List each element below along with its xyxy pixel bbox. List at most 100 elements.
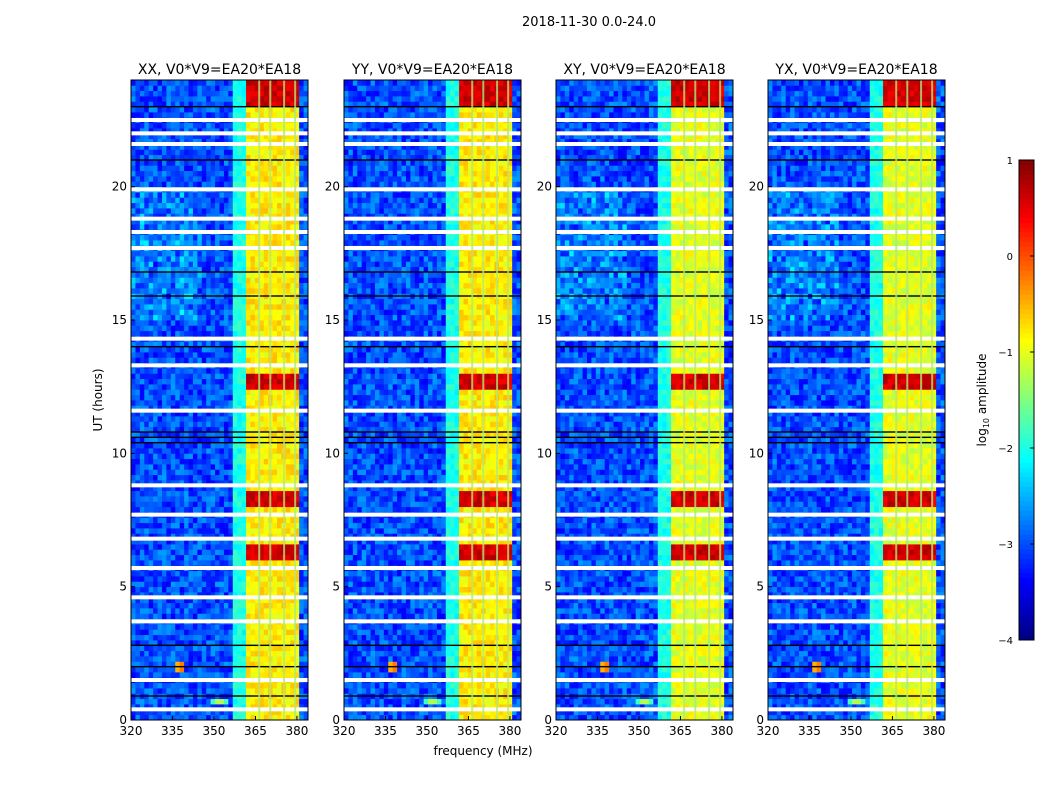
- heatmap-cell: [144, 96, 150, 102]
- heatmap-cell: [277, 426, 282, 433]
- heatmap-cell: [210, 517, 216, 524]
- heatmap-cell: [192, 704, 198, 710]
- heatmap-cell: [263, 394, 269, 401]
- heatmap-cell: [201, 368, 207, 374]
- heatmap-cell: [210, 576, 216, 582]
- heatmap-cell: [241, 533, 247, 540]
- heatmap-cell: [201, 309, 207, 316]
- heatmap-cell: [215, 490, 220, 497]
- flagged-row: [131, 566, 308, 570]
- heatmap-cell: [170, 341, 176, 348]
- heatmap-cell: [131, 128, 136, 134]
- heatmap-cell: [161, 624, 167, 630]
- heatmap-cell: [285, 709, 291, 716]
- heatmap-cell: [254, 522, 260, 529]
- heatmap-cell: [179, 320, 185, 326]
- heatmap-cell: [139, 661, 145, 668]
- heatmap-cell: [179, 522, 185, 529]
- heatmap-cell: [197, 373, 203, 380]
- heatmap-cell: [285, 629, 291, 636]
- heatmap-cell: [428, 714, 433, 721]
- heatmap-cell: [170, 373, 176, 380]
- heatmap-cell: [285, 474, 291, 481]
- heatmap-cell: [144, 661, 150, 668]
- heatmap-cell: [219, 544, 225, 550]
- heatmap-cell: [285, 549, 291, 556]
- heatmap-cell: [241, 106, 247, 113]
- heatmap-cell: [299, 554, 304, 561]
- heatmap-cell: [157, 112, 163, 118]
- heatmap-cell: [148, 661, 154, 668]
- heatmap-cell: [161, 309, 167, 316]
- heatmap-cell: [170, 613, 176, 620]
- heatmap-cell: [232, 592, 238, 598]
- heatmap-cell: [197, 106, 203, 113]
- heatmap-cell: [131, 480, 136, 486]
- heatmap-cell: [241, 288, 247, 294]
- heatmap-cell: [192, 528, 198, 534]
- heatmap-cell: [219, 202, 225, 209]
- heatmap-cell: [232, 373, 238, 380]
- heatmap-cell: [139, 154, 145, 161]
- heatmap-cell: [232, 330, 238, 337]
- heatmap-cell: [232, 400, 238, 406]
- heatmap-cell: [250, 80, 256, 86]
- heatmap-cell: [263, 485, 269, 492]
- heatmap-cell: [294, 352, 300, 358]
- heatmap-cell: [285, 469, 291, 476]
- heatmap-cell: [246, 640, 251, 646]
- heatmap-cell: [241, 464, 247, 470]
- heatmap-cell: [161, 602, 167, 609]
- heatmap-cell: [184, 170, 189, 177]
- heatmap-cell: [148, 341, 154, 348]
- heatmap-cell: [175, 624, 181, 630]
- heatmap-cell: [184, 549, 189, 556]
- heatmap-cell: [157, 384, 163, 390]
- heatmap-cell: [131, 80, 136, 86]
- heatmap-cell: [166, 458, 172, 465]
- heatmap-cell: [131, 496, 136, 502]
- heatmap-cell: [153, 304, 158, 310]
- heatmap-cell: [139, 373, 145, 380]
- heatmap-cell: [153, 501, 158, 508]
- heatmap-cell: [179, 170, 185, 177]
- heatmap-cell: [228, 538, 234, 545]
- dark-row: [131, 436, 308, 439]
- heatmap-cell: [241, 133, 247, 140]
- heatmap-cell: [153, 629, 158, 636]
- heatmap-cell: [192, 149, 198, 156]
- heatmap-cell: [232, 298, 238, 305]
- heatmap-cell: [157, 608, 163, 614]
- heatmap-cell: [135, 533, 141, 540]
- heatmap-cell: [299, 272, 304, 278]
- heatmap-cell: [192, 170, 198, 177]
- heatmap-cell: [228, 405, 234, 412]
- heatmap-cell: [237, 138, 243, 145]
- heatmap-cell: [161, 181, 167, 188]
- heatmap-cell: [228, 533, 234, 540]
- heatmap-cell: [228, 490, 234, 497]
- heatmap-cell: [303, 234, 309, 241]
- heatmap-cell: [277, 282, 282, 289]
- heatmap-cell: [201, 688, 207, 694]
- heatmap-cell: [263, 144, 269, 150]
- heatmap-cell: [254, 368, 260, 374]
- heatmap-cell: [201, 213, 207, 220]
- heatmap-cell: [153, 458, 158, 465]
- heatmap-cell: [201, 528, 207, 534]
- heatmap-cell: [285, 154, 291, 161]
- heatmap-cell: [299, 586, 304, 593]
- heatmap-cell: [277, 277, 282, 284]
- heatmap-cell: [285, 714, 291, 721]
- heatmap-cell: [210, 709, 216, 716]
- heatmap-cell: [215, 400, 220, 406]
- heatmap-cell: [250, 405, 256, 412]
- heatmap-cell: [192, 165, 198, 172]
- heatmap-cell: [170, 144, 176, 150]
- heatmap-cell: [272, 485, 278, 492]
- heatmap-cell: [135, 330, 141, 337]
- x-tick-label: 365: [244, 724, 267, 738]
- heatmap-cell: [161, 378, 167, 385]
- heatmap-cell: [361, 714, 367, 721]
- heatmap-cell: [197, 272, 203, 278]
